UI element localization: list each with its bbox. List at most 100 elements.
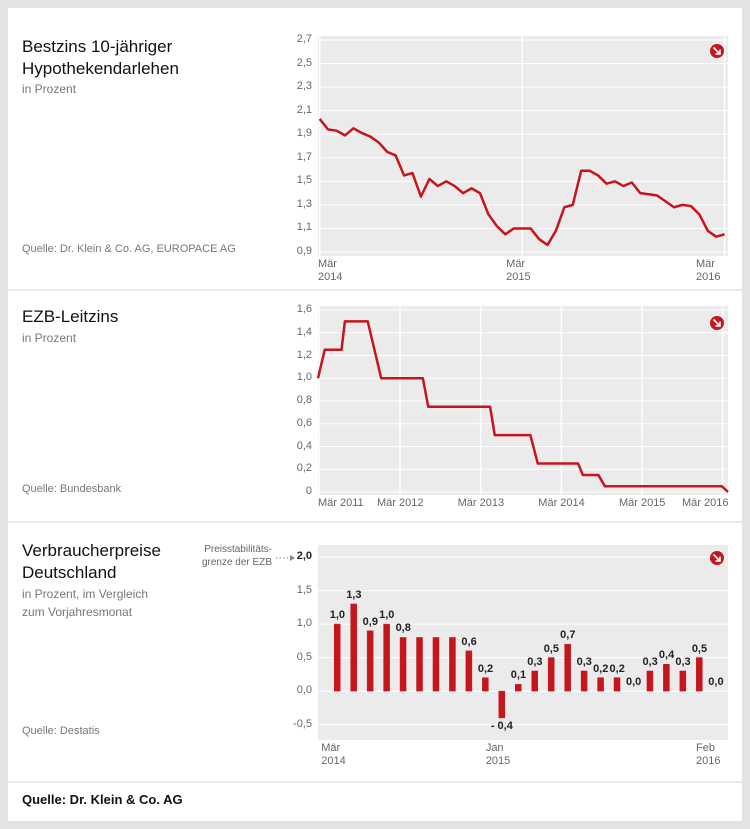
bar xyxy=(366,630,374,692)
y-tick-label: 1,5 xyxy=(296,583,312,596)
y-tick-label: 1,4 xyxy=(296,325,312,338)
y-tick-label: 1,7 xyxy=(296,150,312,163)
y-tick-label: 1,3 xyxy=(296,197,312,210)
y-tick-label: 1,0 xyxy=(296,371,312,384)
y-tick-label: 0,6 xyxy=(296,416,312,429)
value-label: 0,9 xyxy=(362,615,378,628)
chart-subtitle: in Prozent xyxy=(22,82,77,96)
x-tick-label: Mär 2016 xyxy=(682,497,729,509)
y-tick-label: 0,0 xyxy=(296,684,312,697)
bar xyxy=(547,657,555,692)
bar xyxy=(515,684,522,692)
bar xyxy=(646,670,654,692)
value-label: 0,0 xyxy=(625,676,642,689)
chart-subtitle: in Prozent xyxy=(22,331,77,345)
line-series xyxy=(316,320,729,493)
annotation-arrow xyxy=(276,555,295,561)
x-tick-label: Mär 2016 xyxy=(696,258,721,283)
value-label: 0,1 xyxy=(510,669,527,682)
value-label: 0,6 xyxy=(461,635,477,648)
trend-icon xyxy=(710,551,724,565)
y-tick-label: 0,5 xyxy=(296,650,312,663)
annotation: Preisstabilitäts-grenze der EZB xyxy=(201,544,272,568)
value-label: 0,7 xyxy=(560,629,576,642)
y-tick-label: 1,1 xyxy=(296,221,312,234)
value-label: 0,0 xyxy=(708,676,724,689)
x-tick-label: Mär 2011 xyxy=(318,497,364,509)
value-label: 0,3 xyxy=(675,655,691,668)
chart-title: Verbraucherpreise Deutschland xyxy=(22,541,161,583)
x-tick-label: Mär 2012 xyxy=(377,497,424,509)
bar xyxy=(498,690,506,719)
value-label: 1,0 xyxy=(329,609,346,622)
value-label: 0,2 xyxy=(609,662,625,675)
y-tick-label: 1,0 xyxy=(296,617,312,630)
bar xyxy=(399,637,407,692)
marks xyxy=(316,118,729,719)
bar xyxy=(531,670,538,692)
bar xyxy=(597,677,604,692)
bar xyxy=(482,677,489,692)
trend-icon xyxy=(710,44,724,58)
value-label: 1,3 xyxy=(346,588,362,601)
bar xyxy=(416,637,423,692)
y-tick-label: 2,1 xyxy=(296,103,312,116)
bar xyxy=(679,670,687,692)
y-tick-label: -0,5 xyxy=(293,717,312,730)
chart-source: Quelle: Bundesbank xyxy=(22,483,122,495)
bar xyxy=(580,670,588,692)
bar xyxy=(613,677,621,692)
bar xyxy=(696,657,703,692)
chart-title: EZB-Leitzins xyxy=(22,307,119,326)
value-label: 1,0 xyxy=(379,609,395,622)
chart-subtitle: in Prozent, im Vergleich zum Vorjahresmo… xyxy=(22,587,149,619)
plot-background xyxy=(318,545,728,740)
chart-source: Quelle: Dr. Klein & Co. AG, EUROPACE AG xyxy=(22,243,236,255)
y-tick-label: 2,5 xyxy=(296,56,312,69)
value-label: 0,2 xyxy=(593,662,609,675)
x-tick-label: Mär 2014 xyxy=(318,258,343,283)
value-label: 0,3 xyxy=(527,655,543,668)
bar xyxy=(663,664,670,692)
x-tick-label: Mär 2014 xyxy=(321,742,346,767)
y-tick-label: 0,4 xyxy=(296,439,312,452)
x-tick-label: Mär 2015 xyxy=(618,497,666,509)
bar xyxy=(383,623,390,692)
y-tick-label: 0,8 xyxy=(296,394,312,406)
x-tick-label: Feb 2016 xyxy=(696,742,721,767)
bar xyxy=(333,623,341,692)
x-tick-label: Mär 2015 xyxy=(506,258,531,283)
value-label: 0,3 xyxy=(576,655,592,668)
bar xyxy=(350,603,357,692)
bar xyxy=(449,637,456,692)
y-tick-label: 1,5 xyxy=(296,174,312,187)
y-tick-label: 2,7 xyxy=(296,33,312,45)
value-label: 0,8 xyxy=(395,622,411,635)
y-tick-label: 0,9 xyxy=(296,245,312,257)
x-tick-label: Mär 2014 xyxy=(538,497,585,509)
value-label: 0,2 xyxy=(477,662,494,675)
line-series xyxy=(318,118,725,247)
bar xyxy=(432,637,440,692)
value-label: 0,5 xyxy=(543,642,559,655)
y-tick-label: 2,3 xyxy=(296,80,312,93)
value-label: 0,5 xyxy=(691,642,708,655)
trend-icon xyxy=(710,316,724,330)
y-tick-label: 0,2 xyxy=(296,462,312,475)
x-tick-label: Mär 2013 xyxy=(457,497,505,509)
x-tick-label: Jan 2015 xyxy=(485,742,511,767)
y-tick-label: 1,9 xyxy=(296,127,312,140)
y-tick-label: 2,0 xyxy=(296,550,312,563)
plot-background xyxy=(318,36,728,256)
y-tick-label: 1,2 xyxy=(296,348,312,361)
bar xyxy=(465,650,473,692)
bar xyxy=(564,643,571,692)
y-tick-label: 1,6 xyxy=(296,303,312,315)
chart-source: Quelle: Destatis xyxy=(22,725,100,737)
footer-source: Quelle: Dr. Klein & Co. AG xyxy=(22,792,183,807)
value-label: 0,3 xyxy=(642,655,658,668)
value-label: - 0,4 xyxy=(490,719,513,732)
chart-title: Bestzins 10-jähriger Hypothekendarlehen xyxy=(22,37,179,79)
